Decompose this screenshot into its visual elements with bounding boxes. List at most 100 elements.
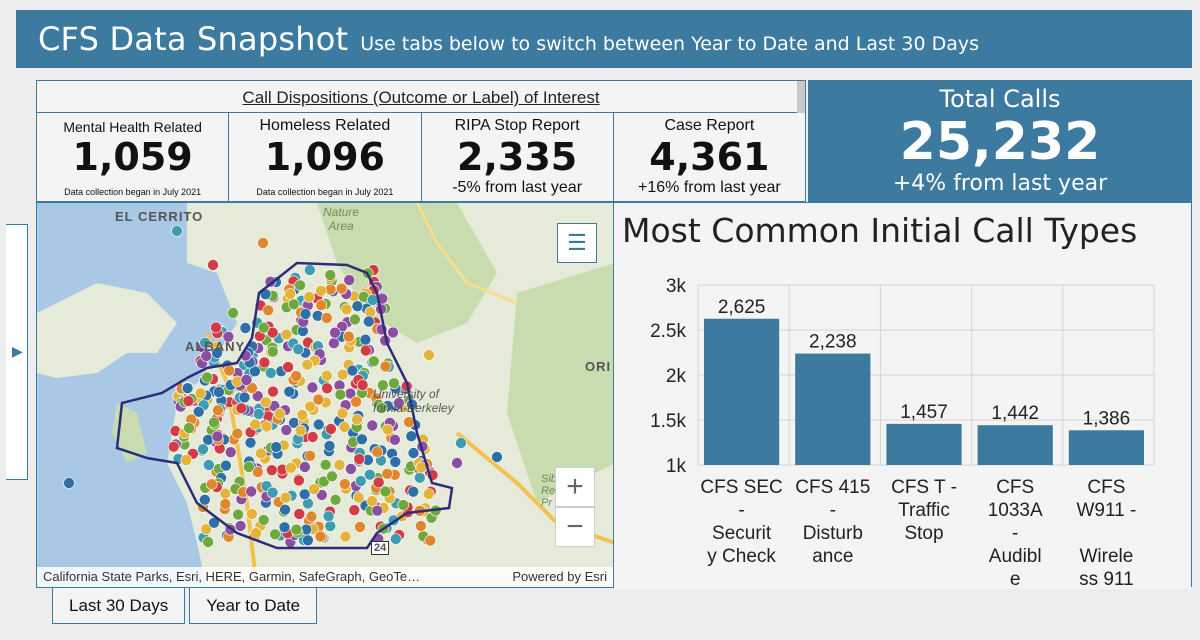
call-point[interactable] (294, 279, 306, 292)
call-point[interactable] (239, 322, 252, 334)
call-point[interactable] (324, 269, 337, 281)
call-point[interactable] (326, 470, 338, 483)
call-point[interactable] (298, 488, 311, 501)
call-point[interactable] (329, 493, 342, 506)
call-point[interactable] (257, 321, 270, 334)
call-point[interactable] (250, 527, 262, 539)
call-point[interactable] (334, 388, 347, 401)
call-point[interactable] (388, 377, 400, 390)
call-point[interactable] (278, 521, 291, 534)
call-point[interactable] (299, 308, 312, 320)
call-point[interactable] (299, 461, 311, 473)
call-point[interactable] (238, 391, 251, 404)
call-point[interactable] (415, 520, 427, 532)
call-point[interactable] (381, 423, 394, 436)
call-point[interactable] (353, 453, 366, 465)
call-point[interactable] (303, 264, 316, 276)
bar[interactable] (977, 425, 1053, 465)
call-point[interactable] (329, 326, 341, 339)
call-point[interactable] (290, 523, 303, 536)
call-point[interactable] (381, 467, 394, 480)
call-point[interactable] (339, 530, 352, 543)
call-point[interactable] (249, 418, 261, 431)
call-point[interactable] (393, 397, 405, 409)
call-point[interactable] (342, 330, 355, 343)
call-point[interactable] (197, 443, 209, 455)
call-point[interactable] (354, 521, 366, 533)
call-point[interactable] (213, 386, 225, 398)
call-point[interactable] (366, 419, 379, 432)
call-point[interactable] (252, 408, 265, 420)
call-point[interactable] (240, 374, 253, 386)
call-point[interactable] (182, 395, 195, 407)
call-point[interactable] (308, 483, 320, 495)
call-point[interactable] (356, 379, 369, 391)
call-point[interactable] (292, 343, 305, 356)
call-point[interactable] (245, 485, 257, 498)
call-point[interactable] (336, 368, 349, 381)
call-point[interactable] (264, 275, 277, 288)
call-point[interactable] (315, 299, 328, 311)
call-point[interactable] (349, 313, 361, 326)
call-point[interactable] (257, 514, 270, 526)
call-point[interactable] (302, 534, 314, 547)
call-point[interactable] (231, 427, 244, 440)
call-point[interactable] (315, 489, 328, 501)
call-point[interactable] (371, 446, 384, 458)
call-point[interactable] (224, 446, 237, 458)
call-point[interactable] (257, 237, 269, 249)
call-point[interactable] (306, 431, 319, 443)
call-point[interactable] (265, 367, 277, 379)
call-point[interactable] (202, 536, 214, 548)
call-point[interactable] (348, 504, 361, 517)
call-point[interactable] (251, 390, 264, 402)
call-point[interactable] (407, 447, 420, 459)
call-point[interactable] (315, 285, 327, 297)
call-point[interactable] (305, 510, 318, 523)
call-point[interactable] (243, 461, 255, 473)
call-point[interactable] (270, 441, 282, 453)
call-point[interactable] (199, 337, 211, 349)
side-panel-toggle[interactable]: ▶ (6, 224, 28, 480)
call-point[interactable] (273, 408, 286, 420)
call-point[interactable] (352, 491, 365, 504)
call-point[interactable] (208, 416, 220, 429)
call-point[interactable] (290, 370, 303, 382)
call-point[interactable] (171, 225, 183, 237)
call-point[interactable] (266, 486, 279, 499)
call-point[interactable] (451, 457, 463, 469)
call-point[interactable] (207, 259, 219, 271)
call-points[interactable] (63, 225, 503, 548)
call-point[interactable] (223, 364, 235, 377)
call-point[interactable] (294, 424, 307, 437)
call-point[interactable] (255, 447, 267, 460)
call-point[interactable] (267, 345, 279, 358)
call-point[interactable] (288, 298, 300, 311)
call-point[interactable] (324, 283, 337, 296)
call-point[interactable] (260, 396, 272, 409)
call-point[interactable] (180, 454, 193, 466)
call-point[interactable] (293, 508, 306, 520)
tab-last-30-days[interactable]: Last 30 Days (52, 588, 186, 624)
call-point[interactable] (203, 459, 215, 471)
call-point[interactable] (181, 382, 194, 394)
call-point[interactable] (227, 307, 239, 319)
call-point[interactable] (338, 478, 351, 490)
call-point[interactable] (346, 364, 359, 377)
bar[interactable] (886, 423, 962, 465)
call-point[interactable] (282, 361, 294, 373)
call-point[interactable] (222, 331, 235, 343)
call-point[interactable] (333, 459, 346, 471)
call-point[interactable] (389, 434, 401, 446)
tab-year-to-date[interactable]: Year to Date (189, 588, 318, 624)
call-point[interactable] (244, 436, 257, 449)
call-point[interactable] (312, 393, 325, 406)
dispositions-scrollbar[interactable] (797, 81, 805, 113)
call-point[interactable] (301, 358, 314, 371)
call-point[interactable] (246, 508, 258, 520)
call-point[interactable] (194, 387, 207, 400)
call-point[interactable] (252, 466, 264, 478)
zoom-out-button[interactable]: − (555, 507, 595, 547)
call-point[interactable] (279, 491, 292, 504)
call-point[interactable] (351, 413, 363, 426)
